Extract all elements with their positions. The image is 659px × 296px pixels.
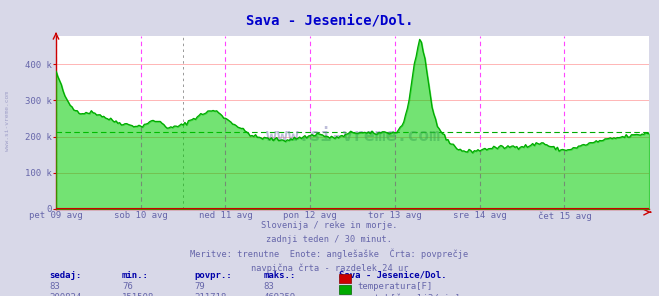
Text: sedaj:: sedaj: [49,271,82,280]
Text: pretok[čevelj3/min]: pretok[čevelj3/min] [358,293,460,296]
Text: Slovenija / reke in morje.: Slovenija / reke in morje. [261,221,398,229]
Text: www.si-vreme.com: www.si-vreme.com [5,91,11,151]
Text: 83: 83 [264,282,274,291]
Text: Sava - Jesenice/Dol.: Sava - Jesenice/Dol. [246,13,413,27]
Text: zadnji teden / 30 minut.: zadnji teden / 30 minut. [266,235,393,244]
Text: navpična črta - razdelek 24 ur: navpična črta - razdelek 24 ur [251,263,408,273]
Text: www.si-vreme.com: www.si-vreme.com [266,127,440,145]
Text: 83: 83 [49,282,60,291]
Text: 151508: 151508 [122,293,154,296]
Text: maks.:: maks.: [264,271,296,280]
Text: 76: 76 [122,282,132,291]
Text: 79: 79 [194,282,205,291]
Text: povpr.:: povpr.: [194,271,232,280]
Text: Sava - Jesenice/Dol.: Sava - Jesenice/Dol. [339,271,447,280]
Text: min.:: min.: [122,271,149,280]
Text: Meritve: trenutne  Enote: anglešaške  Črta: povprečje: Meritve: trenutne Enote: anglešaške Črta… [190,249,469,259]
Text: 469359: 469359 [264,293,296,296]
Text: temperatura[F]: temperatura[F] [358,282,433,291]
Text: 211718: 211718 [194,293,227,296]
Text: 200824: 200824 [49,293,82,296]
